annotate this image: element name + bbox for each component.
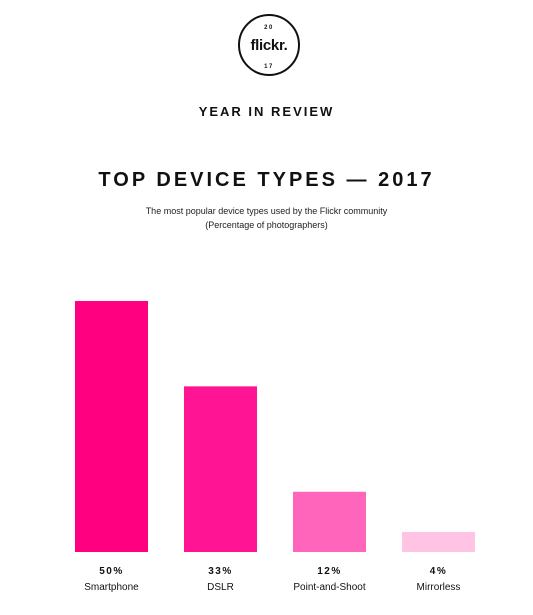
category-label-smartphone: Smartphone bbox=[84, 582, 139, 593]
bar-point-and-shoot bbox=[293, 491, 366, 552]
bar-smartphone bbox=[75, 301, 148, 552]
subtitle-note: (Percentage of photographers) bbox=[205, 220, 328, 230]
chart-subtitle: The most popular device types used by th… bbox=[0, 204, 533, 232]
year-in-review-heading: YEAR IN REVIEW bbox=[198, 104, 335, 119]
logo-year-top: 20 bbox=[264, 25, 274, 31]
category-label-point-and-shoot: Point-and-Shoot bbox=[293, 582, 365, 593]
flickr-year-logo: 20 flickr. 17 bbox=[238, 14, 300, 76]
value-label-dslr: 33% bbox=[208, 566, 233, 577]
bar-dslr bbox=[184, 386, 257, 552]
bar-mirrorless bbox=[402, 531, 475, 552]
logo-year-bottom: 17 bbox=[264, 64, 274, 70]
category-label-dslr: DSLR bbox=[207, 582, 234, 593]
value-label-point-and-shoot: 12% bbox=[317, 566, 342, 577]
category-label-mirrorless: Mirrorless bbox=[417, 582, 461, 593]
value-label-smartphone: 50% bbox=[99, 566, 124, 577]
flickr-wordmark: flickr. bbox=[250, 37, 288, 54]
chart-title: TOP DEVICE TYPES — 2017 bbox=[98, 169, 435, 191]
subtitle-line: The most popular device types used by th… bbox=[145, 206, 388, 216]
value-label-mirrorless: 4% bbox=[430, 566, 447, 577]
